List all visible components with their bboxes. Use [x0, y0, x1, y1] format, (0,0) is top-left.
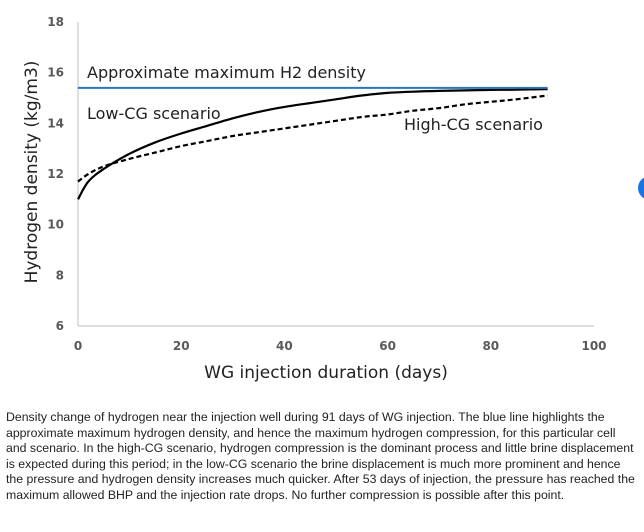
x-axis-title: WG injection duration (days) [204, 363, 448, 383]
x-tick-labels: 0 20 40 60 80 100 [74, 339, 607, 353]
x-tick-label: 40 [276, 339, 293, 353]
x-tick-label: 80 [482, 339, 499, 353]
x-tick-label: 100 [581, 339, 606, 353]
x-tick-label: 20 [173, 339, 190, 353]
axes [77, 22, 594, 327]
y-tick-labels: 6 8 10 12 14 16 18 [47, 15, 64, 333]
series-high-cg [77, 94, 548, 183]
series-low-cg [77, 88, 548, 200]
chart-svg: 6 8 10 12 14 16 18 0 20 40 60 80 100 Approximate ma… [22, 15, 607, 383]
x-tick-label: 0 [74, 339, 82, 353]
y-tick-label: 14 [47, 116, 64, 130]
y-tick-label: 10 [47, 218, 64, 232]
floating-action-dot[interactable] [638, 176, 644, 200]
y-axis-title: Hydrogen density (kg/m3) [22, 61, 42, 284]
annotation-low-cg: Low-CG scenario [87, 104, 221, 123]
annotation-max-density: Approximate maximum H2 density [87, 63, 366, 82]
chart-area: 6 8 10 12 14 16 18 0 20 40 60 80 100 Approximate ma… [22, 15, 607, 383]
figure-caption: Density change of hydrogen near the inje… [6, 410, 635, 502]
series-layer [77, 86, 548, 200]
y-tick-label: 18 [47, 15, 64, 29]
y-tick-label: 6 [56, 319, 64, 333]
y-tick-label: 8 [56, 268, 64, 282]
annotation-high-cg: High-CG scenario [404, 115, 543, 134]
x-tick-label: 60 [379, 339, 396, 353]
y-tick-label: 16 [47, 66, 64, 80]
y-tick-label: 12 [47, 167, 64, 181]
